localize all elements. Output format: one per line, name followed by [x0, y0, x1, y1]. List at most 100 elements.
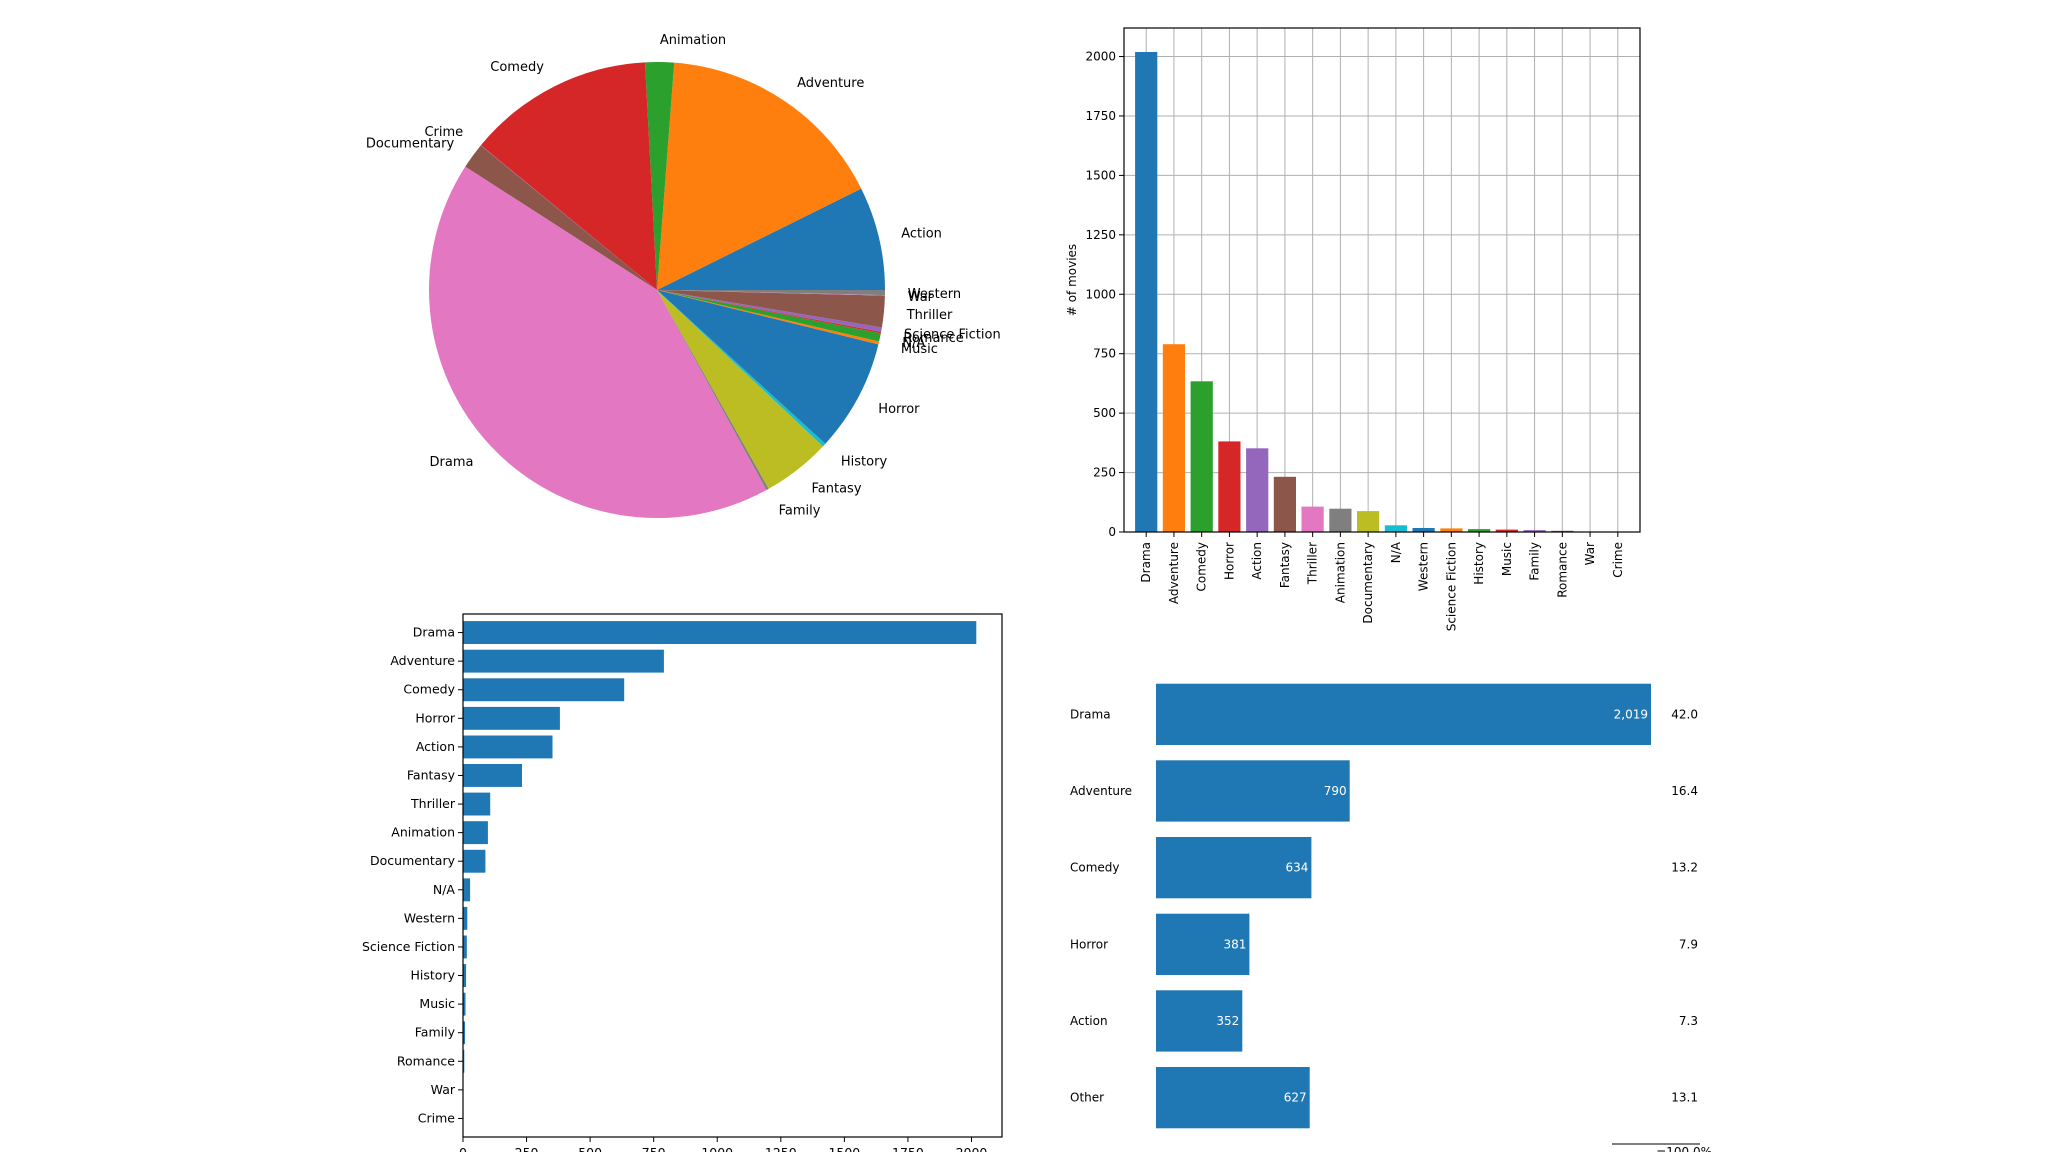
vbar-xtick-label-n-a: N/A: [1389, 541, 1403, 563]
pie-label-action: Action: [901, 227, 942, 242]
pie-slice-action: [657, 188, 885, 290]
hbar-ytick-label-horror: Horror: [415, 710, 455, 725]
hbar-bar-horror: [463, 706, 560, 730]
vbar-bar-music: [1495, 529, 1518, 532]
pie-slice-family: [657, 290, 769, 490]
vbar-ytick-label: 2000: [1085, 50, 1116, 64]
pie-slice-romance: [657, 290, 882, 334]
summary-value-horror: 381: [1223, 937, 1246, 951]
hbar-xtick-label: 250: [515, 1145, 539, 1152]
vbar-bar-comedy: [1190, 381, 1213, 532]
summary-percent-comedy: 13.2: [1671, 861, 1698, 875]
hbar-bar-history: [463, 964, 467, 987]
vbar-bar-animation: [1329, 508, 1352, 532]
hbar-ytick-label-animation: Animation: [391, 825, 455, 840]
vbar-xtick-label-science-fiction: Science Fiction: [1444, 542, 1458, 631]
hbar-bar-n-a: [463, 878, 471, 902]
hbar-bar-adventure: [463, 649, 664, 673]
hbar-ytick-label-action: Action: [416, 739, 455, 754]
vbar-xtick-label-war: War: [1583, 542, 1597, 565]
hbar-xtick-label: 1000: [701, 1145, 733, 1152]
pie-slice-animation: [644, 62, 675, 290]
hbar-ytick-label-romance: Romance: [397, 1053, 455, 1068]
hbar-ytick-label-n-a: N/A: [433, 882, 456, 897]
hbar-xtick-label: 0: [459, 1145, 467, 1152]
summary-label-horror: Horror: [1070, 937, 1108, 951]
vbar-ytick-label: 500: [1093, 406, 1116, 420]
pie-label-documentary: Documentary: [366, 136, 455, 151]
pie-label-fantasy: Fantasy: [812, 482, 862, 497]
hbar-bar-romance: [463, 1049, 465, 1073]
pie-slice-drama: [428, 166, 767, 519]
hbar-ytick-label-war: War: [431, 1082, 456, 1097]
summary-value-drama: 2,019: [1614, 707, 1648, 721]
summary-percent-drama: 42.0: [1671, 707, 1698, 721]
summary-total-label: =100.0%: [1656, 1145, 1712, 1152]
vbar-xtick-label-crime: Crime: [1611, 542, 1625, 578]
genre-horizontal-bar-chart: Drama Adventure Comedy Horror Action Fantasy T…: [362, 613, 1003, 1152]
hbar-ytick-label-thriller: Thriller: [410, 796, 456, 811]
genre-vertical-bar-chart: 0 250 500 750 1000 1250 1500 1750 2000 Drama Adven…: [1065, 27, 1641, 631]
summary-bar-action: [1156, 990, 1243, 1052]
hbar-ytick-label-western: Western: [404, 910, 455, 925]
pie-label-music: Music: [901, 342, 938, 357]
vbar-xtick-label-documentary: Documentary: [1361, 542, 1375, 624]
vbar-bar-thriller: [1301, 506, 1324, 532]
vbar-bar-n-a: [1384, 525, 1407, 532]
vbar-ytick-label: 750: [1093, 347, 1116, 361]
pie-label-thriller: Thriller: [906, 308, 953, 323]
hbar-ytick-label-adventure: Adventure: [390, 653, 455, 668]
pie-slice-comedy: [480, 62, 657, 290]
vbar-bar-adventure: [1162, 344, 1185, 532]
pie-label-crime: Crime: [424, 125, 463, 140]
pie-slice-adventure: [657, 62, 862, 291]
hbar-ytick-label-music: Music: [419, 996, 455, 1011]
hbar-ytick-label-drama: Drama: [413, 625, 455, 640]
hbar-xtick-label: 2000: [956, 1145, 988, 1152]
genre-pie-chart: Action Adventure Animation Comedy CrimeDocum…: [366, 33, 1001, 518]
hbar-xtick-label: 1250: [765, 1145, 797, 1152]
summary-value-other: 627: [1284, 1091, 1307, 1105]
hbar-xtick-label: 750: [642, 1145, 666, 1152]
vbar-ytick-label: 1000: [1085, 287, 1116, 301]
vbar-bar-history: [1468, 529, 1491, 532]
pie-slice-war: [657, 290, 885, 296]
hbar-bar-drama: [463, 621, 977, 644]
pie-label-animation: Animation: [660, 33, 726, 48]
pie-label-drama: Drama: [430, 455, 474, 470]
vbar-bar-family: [1523, 530, 1546, 532]
vbar-xtick-label-animation: Animation: [1333, 542, 1347, 603]
vbar-ylabel: # of movies: [1065, 244, 1079, 316]
vbar-xtick-label-family: Family: [1528, 542, 1542, 581]
summary-bar-horror: [1156, 913, 1250, 975]
hbar-xtick-label: 1750: [892, 1145, 924, 1152]
hbar-xtick-label: 1500: [828, 1145, 860, 1152]
vbar-xtick-label-music: Music: [1500, 542, 1514, 576]
hbar-bar-documentary: [463, 849, 486, 873]
vbar-bar-drama: [1135, 52, 1158, 532]
pie-slice-crime: [480, 145, 657, 290]
summary-percent-other: 13.1: [1671, 1091, 1698, 1105]
hbar-bar-music: [463, 992, 466, 1016]
pie-slice-documentary: [465, 145, 657, 290]
pie-label-n-a: N/A: [902, 336, 925, 351]
vbar-ytick-label: 1250: [1085, 228, 1116, 242]
summary-label-action: Action: [1070, 1014, 1108, 1028]
vbar-xtick-label-adventure: Adventure: [1167, 542, 1181, 604]
summary-bar-comedy: [1156, 837, 1312, 899]
hbar-bar-animation: [463, 821, 488, 845]
summary-percent-adventure: 16.4: [1671, 784, 1698, 798]
vbar-ytick-label: 0: [1108, 525, 1116, 539]
pie-label-family: Family: [779, 503, 821, 518]
pie-label-western: Western: [908, 287, 961, 302]
vbar-bar-documentary: [1357, 511, 1380, 532]
hbar-ytick-label-comedy: Comedy: [403, 682, 455, 697]
pie-label-adventure: Adventure: [797, 76, 864, 91]
hbar-frame: [462, 613, 1003, 1138]
hbar-bar-thriller: [463, 792, 491, 816]
pie-label-science-fiction: Science Fiction: [904, 328, 1001, 343]
pie-slice-thriller: [657, 290, 885, 328]
summary-value-comedy: 634: [1285, 861, 1308, 875]
hbar-ytick-label-history: History: [411, 968, 456, 983]
vbar-xtick-label-action: Action: [1250, 542, 1264, 580]
